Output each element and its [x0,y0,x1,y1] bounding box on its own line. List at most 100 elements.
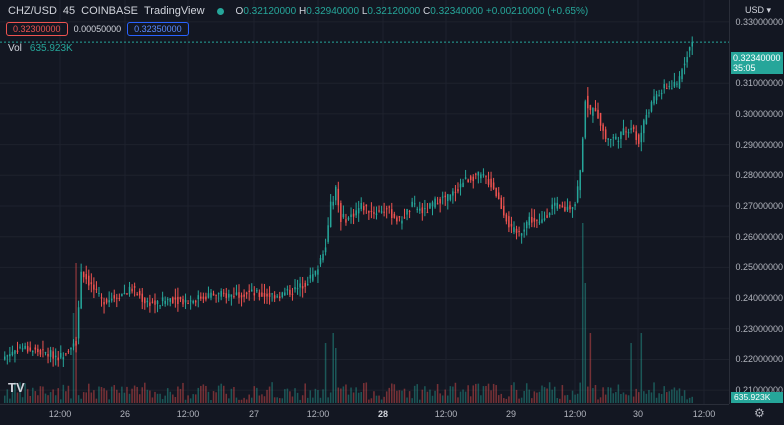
candle-body [538,221,541,223]
volume-bar [4,395,6,403]
volume-bar [444,389,447,403]
candle-body [312,274,314,281]
volume-bar [503,398,505,403]
chart-grid [0,0,729,404]
candle-body [67,351,70,353]
candle-body [396,217,398,222]
candle-body [467,179,469,183]
candle-body [472,176,475,182]
candle-body [314,270,317,275]
candle-body [579,170,581,191]
time-tick: 27 [248,409,260,419]
volume-bar [284,389,286,403]
candle-body [676,83,678,85]
volume-bar [182,382,184,403]
candle-body [329,201,332,227]
candle-body [4,356,6,360]
volume-bar [299,399,301,403]
candle-body [172,297,174,304]
volume-bar [93,390,95,403]
volume-bar [411,398,413,403]
volume-bar [681,395,683,403]
volume-bar [363,383,365,403]
volume-bar [314,388,317,403]
candle-body [459,183,462,188]
volume-bar [70,398,72,403]
volume-bar [551,389,553,403]
candle-body [105,299,108,303]
buy-button[interactable]: 0.32350000 [127,22,189,36]
volume-bar [668,391,671,403]
candle-body [681,69,683,80]
volume-bar [406,397,408,403]
candle-body [683,63,686,66]
candle-body [673,82,676,87]
volume-bar [480,395,482,403]
candle-body [88,275,90,286]
candle-body [240,295,243,298]
last-price-value: 0.32340000 [733,53,781,63]
volume-bar [215,392,217,403]
candle-body [615,136,617,139]
time-axis[interactable]: 12:00 26 12:00 27 12:00 28 12:00 29 12:00 30 12:00 [0,404,729,425]
volume-bar [319,397,322,403]
candle-body [39,350,42,355]
candle-body [513,227,515,233]
candle-body [536,219,538,221]
volume-bar [240,399,243,403]
candle-body [632,126,635,130]
candle-body [14,350,16,354]
volume-bar [515,389,518,403]
volume-bar [256,387,258,403]
volume-bar [317,390,319,403]
price-chart[interactable] [0,0,729,404]
symbol-legend: CHZ/USD 45 COINBASE TradingView O0.32120… [8,5,588,17]
candle-body [350,214,352,217]
candle-body [528,216,531,226]
symbol-name[interactable]: CHZ/USD [8,5,57,17]
volume-bar [149,390,151,403]
candle-body [688,47,691,51]
volume-bar [492,383,495,403]
volume-bar [301,395,304,403]
candle-body [385,208,388,210]
volume-bar [116,389,118,403]
candle-body [291,293,294,295]
candle-body [54,355,57,358]
volume-bar [683,390,686,403]
tradingview-logo-icon[interactable]: TV [8,380,25,395]
currency-menu[interactable]: USD ▾ [745,5,772,15]
volume-bar [29,395,31,403]
gear-icon[interactable]: ⚙ [754,406,765,420]
candle-body [243,294,245,297]
volume-bar [324,343,327,403]
time-tick: 12:00 [434,409,458,419]
volume-bar [462,389,464,403]
volume-bar [278,398,281,403]
volume-bar [581,223,584,403]
candle-body [85,274,88,280]
interval-label[interactable]: 45 [62,5,76,17]
candle-body [543,218,546,220]
candle-body [32,350,34,353]
candle-body [609,139,612,141]
volume-bar [513,382,515,403]
candle-body [345,219,347,223]
time-tick: 12:00 [692,409,716,419]
candle-body [212,293,215,296]
volume-bar [678,388,681,403]
candle-body [360,203,362,209]
candle-body [383,211,385,213]
sell-button[interactable]: 0.32300000 [6,22,68,36]
volume-bar [80,398,82,403]
volume-bar [398,390,401,403]
volume-bar [235,397,238,403]
volume-legend[interactable]: Vol 635.923K [8,43,73,54]
candle-body [660,93,663,95]
candle-body [581,138,584,172]
candle-body [447,194,449,201]
volume-bar [525,383,528,403]
candle-body [187,303,189,305]
exchange-label: COINBASE [81,5,138,17]
candle-body [182,299,184,305]
